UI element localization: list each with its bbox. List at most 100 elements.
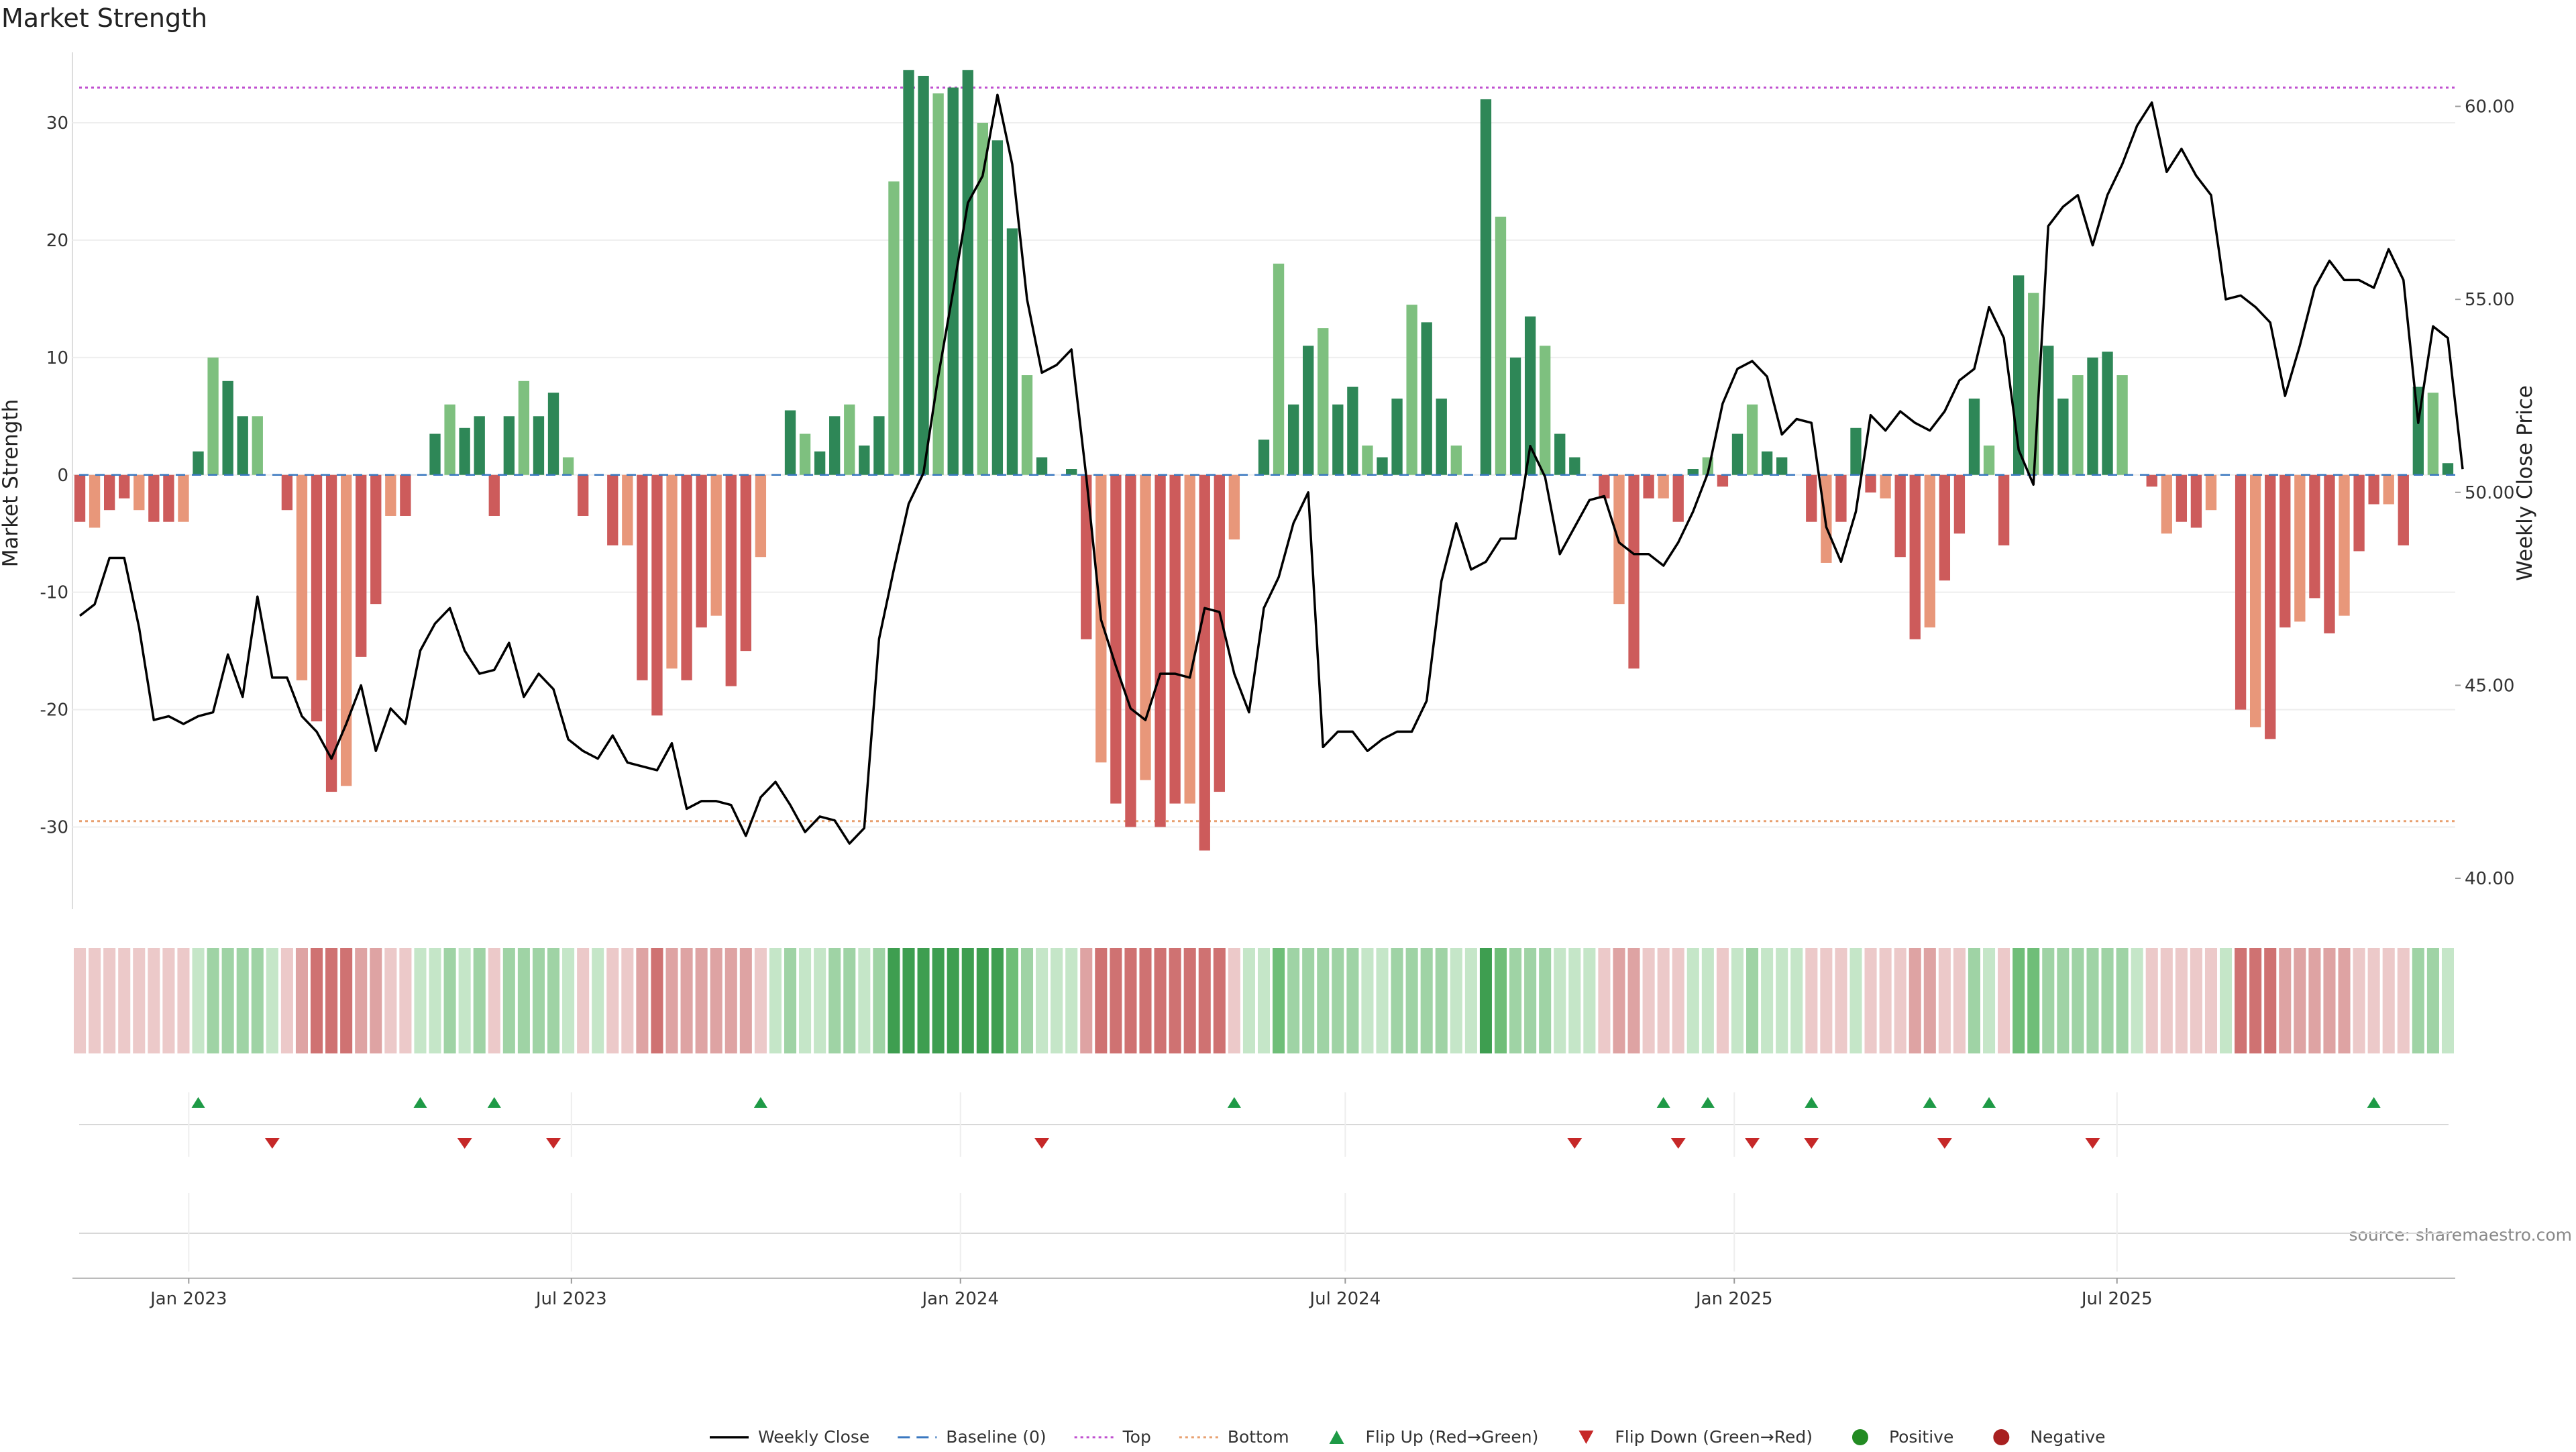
heat-cell [843, 948, 856, 1053]
heat-cell [2145, 948, 2158, 1053]
heat-cell [1524, 948, 1537, 1053]
heat-cell [133, 948, 146, 1053]
strength-bar [977, 122, 988, 475]
flip-up-marker [191, 1097, 205, 1108]
strength-bar [1110, 474, 1122, 804]
strength-bar [1850, 427, 1862, 475]
legend-item: Bottom [1179, 1427, 1289, 1447]
heat-cell [665, 948, 678, 1053]
strength-bar [178, 474, 189, 522]
strength-bar [651, 474, 663, 716]
heat-cell [2382, 948, 2395, 1053]
heat-cell [2057, 948, 2070, 1053]
legend-item: Weekly Close [710, 1427, 869, 1447]
strength-bar [1643, 474, 1654, 499]
strength-bar [1214, 474, 1225, 792]
strength-bar [873, 416, 885, 475]
heat-cell [384, 948, 397, 1053]
flip-down-marker [1670, 1138, 1686, 1149]
heat-cell [2042, 948, 2055, 1053]
heat-cell [577, 948, 590, 1053]
heat-cell [784, 948, 797, 1053]
legend-label: Negative [2030, 1427, 2105, 1447]
strength-bar [370, 474, 382, 605]
legend-item: Flip Up (Red→Green) [1329, 1427, 1538, 1447]
heat-cell [1790, 948, 1803, 1053]
strength-bar [2235, 474, 2247, 710]
heat-cell [1464, 948, 1477, 1053]
heat-cell [118, 948, 131, 1053]
heat-cell [917, 948, 930, 1053]
heat-cell [562, 948, 575, 1053]
y-tick-label-right: 40.00 [2465, 869, 2514, 889]
strength-bar [429, 433, 441, 475]
legend-label: Flip Down (Green→Red) [1615, 1427, 1813, 1447]
heat-cell [1716, 948, 1729, 1053]
heat-cell [1006, 948, 1018, 1053]
weekly-close-line [78, 93, 2464, 845]
strength-bar [1968, 399, 1980, 475]
heat-cell [2101, 948, 2114, 1053]
heat-cell [2204, 948, 2218, 1053]
strength-bar [148, 474, 160, 522]
legend-item: Positive [1851, 1427, 1953, 1447]
heat-cell [769, 948, 782, 1053]
strength-bar [1761, 451, 1773, 475]
heat-cell [2131, 948, 2143, 1053]
heat-cell [280, 948, 293, 1053]
heat-cell [814, 948, 826, 1053]
strength-bar [1983, 446, 1995, 475]
flip-down-marker [1567, 1138, 1582, 1149]
heat-cell [429, 948, 441, 1053]
x-tick-label: Jul 2024 [1308, 1289, 1381, 1309]
flip-up-marker [2367, 1097, 2381, 1108]
heat-cell [1583, 948, 1596, 1053]
heat-cell [1894, 948, 1907, 1053]
strength-bar [1436, 399, 1447, 475]
flip-up-marker [753, 1097, 767, 1108]
y-tick-label-left: -10 [40, 583, 68, 603]
heat-cell [1849, 948, 1862, 1053]
legend-swatch-flip-down [1578, 1431, 1594, 1444]
y-tick-label-right: 45.00 [2465, 676, 2514, 696]
heat-cell [2353, 948, 2365, 1053]
heat-cell [1391, 948, 1403, 1053]
strength-bar [2442, 463, 2454, 475]
strength-bar [2146, 474, 2157, 487]
strength-bar [296, 474, 308, 680]
strength-bar [947, 87, 959, 475]
flip-up-marker [1982, 1097, 1996, 1108]
strength-bar [207, 357, 219, 475]
legend-item: Top [1074, 1427, 1151, 1447]
flip-up-marker [1805, 1097, 1819, 1108]
flip-down-marker [1804, 1138, 1819, 1149]
heat-cell [177, 948, 190, 1053]
strength-bar [1406, 305, 1417, 475]
heat-cell [1213, 948, 1226, 1053]
strength-bar [696, 474, 707, 628]
x-tick-label: Jan 2024 [920, 1289, 999, 1309]
heat-cell [2294, 948, 2306, 1053]
heat-cell [1539, 948, 1552, 1053]
heat-cell [517, 948, 530, 1053]
heat-cell [2175, 948, 2188, 1053]
strength-bar [1006, 228, 1018, 475]
legend-label: Baseline (0) [946, 1427, 1046, 1447]
strength-bar [400, 474, 411, 516]
strength-bar [2265, 474, 2276, 739]
strength-bar [1228, 474, 1240, 539]
heat-cell [340, 948, 353, 1053]
strength-bar [1909, 474, 1921, 639]
legend-swatch-negative [1993, 1429, 2010, 1445]
flip-down-marker [264, 1138, 280, 1149]
heat-cell [473, 948, 486, 1053]
strength-bar [252, 416, 263, 475]
strength-bar [2249, 474, 2261, 727]
heat-cell [1761, 948, 1774, 1053]
heat-cell [1095, 948, 1108, 1053]
heat-cell [1198, 948, 1211, 1053]
heat-cell [1864, 948, 1877, 1053]
strength-bar [385, 474, 396, 516]
heat-cell [1435, 948, 1448, 1053]
strength-bar [1184, 474, 1195, 804]
